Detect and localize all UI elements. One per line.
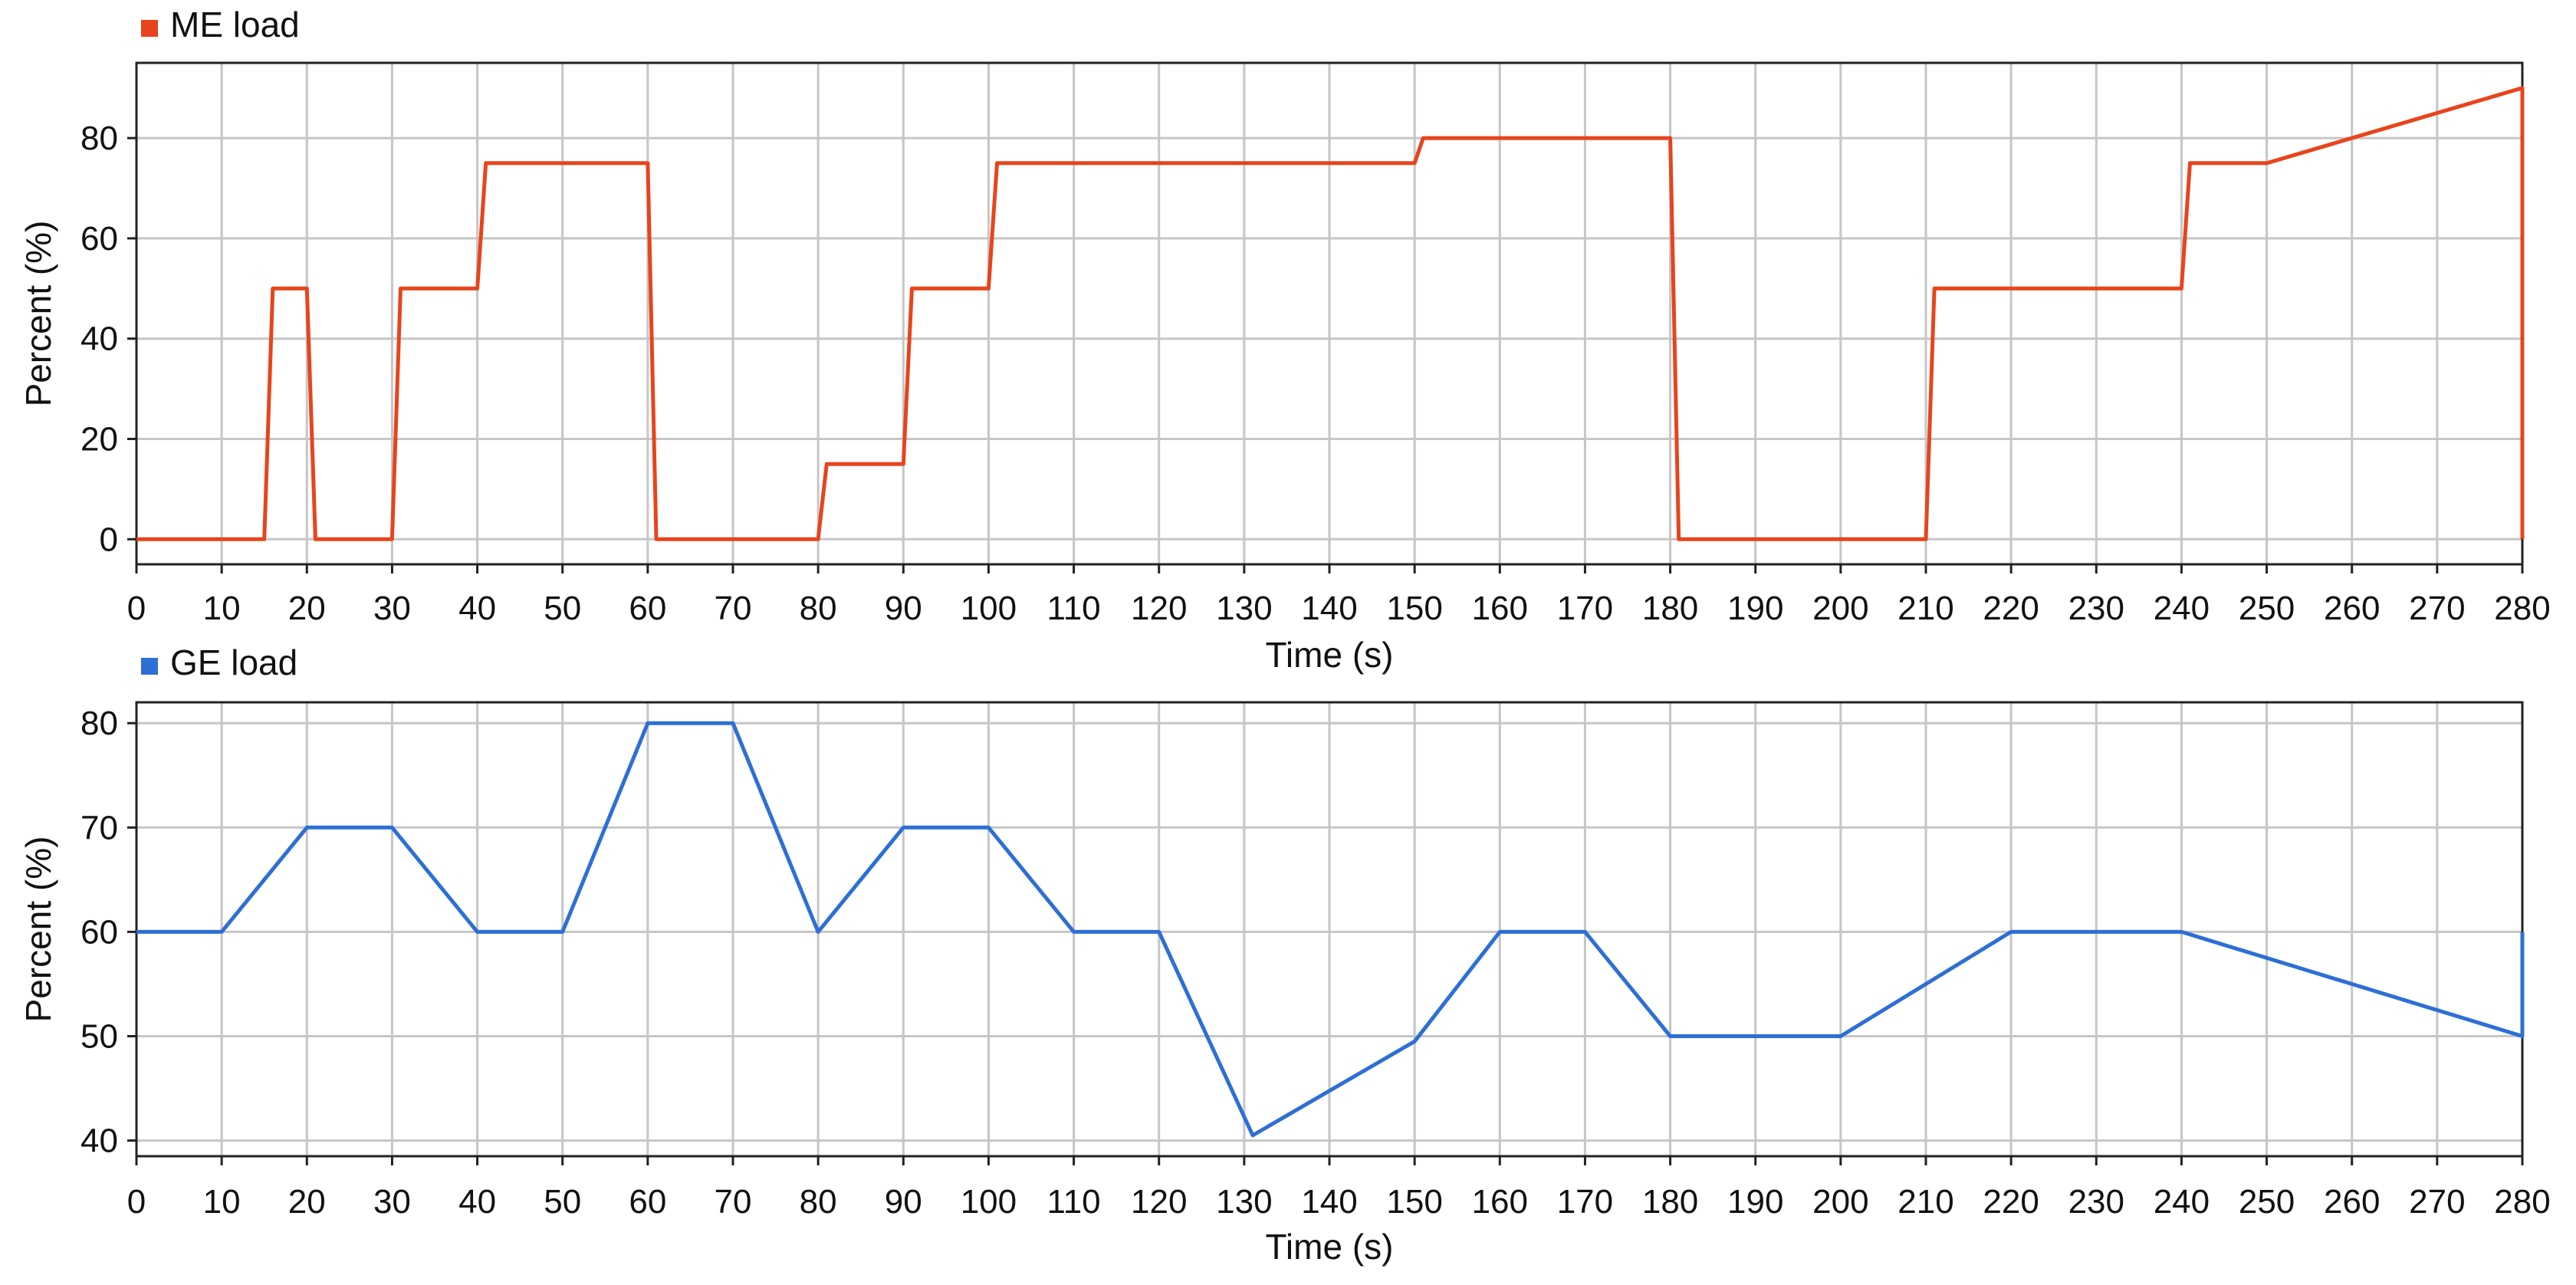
x-tick-label: 260 <box>2324 590 2380 627</box>
x-tick-label: 220 <box>1983 590 2039 627</box>
x-axis-title: Time (s) <box>1266 1227 1394 1267</box>
x-tick-label: 280 <box>2494 590 2550 627</box>
x-tick-label: 130 <box>1216 1183 1272 1221</box>
y-tick-label: 80 <box>80 120 118 157</box>
x-tick-label: 100 <box>961 590 1017 627</box>
y-axis-title: Percent (%) <box>18 836 58 1023</box>
x-tick-label: 10 <box>203 590 241 627</box>
x-tick-label: 40 <box>458 590 496 627</box>
x-tick-label: 60 <box>629 590 666 627</box>
x-tick-label: 210 <box>1898 1183 1953 1221</box>
x-tick-label: 120 <box>1131 1183 1187 1221</box>
x-tick-label: 110 <box>1046 1183 1100 1221</box>
x-tick-label: 90 <box>885 590 922 627</box>
x-tick-label: 190 <box>1727 590 1783 627</box>
x-tick-label: 280 <box>2494 1183 2550 1221</box>
x-tick-label: 230 <box>2068 1183 2124 1221</box>
series-line <box>136 721 2525 1138</box>
x-tick-label: 230 <box>2068 590 2124 627</box>
y-tick-label: 80 <box>80 705 118 742</box>
y-tick-label: 60 <box>80 913 118 951</box>
chart-2: 0 10 20 30 40 50 60 70 80 90 100 110 120 130 140 150 160… <box>18 642 2551 1267</box>
x-tick-label: 260 <box>2324 1183 2380 1221</box>
x-tick-label: 0 <box>127 1183 146 1221</box>
y-tick-label: 0 <box>100 521 118 558</box>
x-tick-label: 30 <box>373 1183 411 1221</box>
y-axis-title: Percent (%) <box>18 221 58 407</box>
legend-swatch <box>141 658 158 675</box>
x-tick-label: 20 <box>288 590 326 627</box>
chart-1: 0 10 20 30 40 50 60 70 80 90 100 110 120 130 140 150 160… <box>18 5 2551 675</box>
x-tick-label: 70 <box>715 1183 752 1221</box>
y-tick-label: 40 <box>80 320 118 358</box>
x-tick-label: 170 <box>1557 590 1613 627</box>
y-tick-label: 20 <box>80 421 118 458</box>
x-tick-label: 140 <box>1301 1183 1357 1221</box>
x-tick-label: 30 <box>373 590 411 627</box>
x-axis-title: Time (s) <box>1266 635 1394 675</box>
x-tick-label: 200 <box>1812 590 1868 627</box>
x-tick-label: 190 <box>1727 1183 1783 1221</box>
x-tick-label: 270 <box>2409 590 2465 627</box>
legend-swatch <box>141 20 158 37</box>
x-tick-label: 110 <box>1046 590 1100 627</box>
x-tick-label: 210 <box>1898 590 1953 627</box>
x-tick-label: 170 <box>1557 1183 1613 1221</box>
x-tick-label: 250 <box>2239 1183 2295 1221</box>
series-line <box>136 86 2525 541</box>
x-tick-label: 240 <box>2154 1183 2210 1221</box>
y-tick-label: 40 <box>80 1122 118 1160</box>
y-tick-label: 60 <box>80 220 118 258</box>
x-tick-label: 0 <box>127 590 146 627</box>
x-tick-label: 60 <box>629 1183 666 1221</box>
x-tick-label: 250 <box>2239 590 2295 627</box>
x-tick-label: 100 <box>961 1183 1017 1221</box>
x-tick-label: 160 <box>1472 1183 1528 1221</box>
x-tick-label: 140 <box>1301 590 1357 627</box>
legend-label: GE load <box>170 642 297 682</box>
x-tick-label: 80 <box>800 1183 837 1221</box>
x-tick-label: 50 <box>544 590 581 627</box>
x-tick-label: 80 <box>800 590 837 627</box>
x-tick-label: 220 <box>1983 1183 2039 1221</box>
x-tick-label: 90 <box>885 1183 922 1221</box>
x-tick-label: 160 <box>1472 590 1528 627</box>
x-tick-label: 10 <box>203 1183 241 1221</box>
x-tick-label: 240 <box>2154 590 2210 627</box>
x-tick-label: 40 <box>458 1183 496 1221</box>
x-tick-label: 50 <box>544 1183 581 1221</box>
x-tick-label: 180 <box>1642 1183 1698 1221</box>
x-tick-label: 200 <box>1812 1183 1868 1221</box>
x-tick-label: 270 <box>2409 1183 2465 1221</box>
x-tick-label: 20 <box>288 1183 326 1221</box>
x-tick-label: 120 <box>1131 590 1187 627</box>
y-tick-label: 50 <box>80 1017 118 1055</box>
x-tick-label: 70 <box>715 590 752 627</box>
legend-label: ME load <box>170 5 300 44</box>
x-tick-label: 150 <box>1386 1183 1442 1221</box>
x-tick-label: 180 <box>1642 590 1698 627</box>
x-tick-label: 150 <box>1386 590 1442 627</box>
y-tick-label: 70 <box>80 809 118 846</box>
x-tick-label: 130 <box>1216 590 1272 627</box>
